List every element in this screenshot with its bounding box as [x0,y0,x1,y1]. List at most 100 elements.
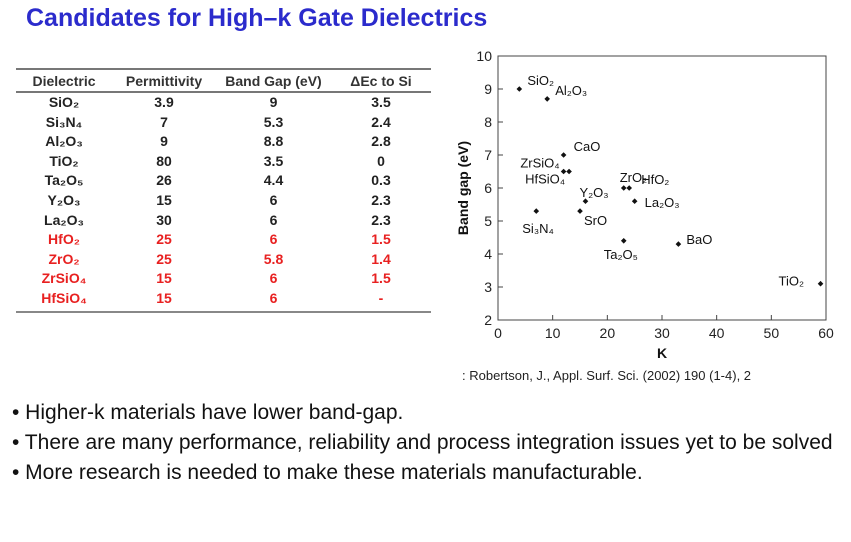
table-row: Al₂O₃ 9 8.8 2.8 [16,132,431,152]
data-point [516,86,523,92]
cell-permittivity: 15 [156,289,172,306]
table-row: Si₃N₄ 7 5.3 2.4 [16,113,431,133]
data-point [577,208,583,214]
cell-delta-ec: 1.4 [371,250,391,267]
y-tick-label: 4 [484,246,492,262]
data-point-label: La₂O₃ [645,195,680,210]
table-top-rule [16,68,431,70]
y-tick-label: 7 [484,147,492,163]
y-tick-label: 10 [476,48,492,64]
header-delta-ec: ΔEc to Si [350,73,412,89]
table-bottom-rule [16,310,431,313]
data-point [675,241,682,247]
cell-permittivity: 25 [156,250,172,267]
cell-dielectric: Al₂O₃ [45,133,83,150]
data-point-label: SrO [584,213,607,228]
cell-band-gap: 9 [269,94,278,110]
bullet-1: • Higher-k materials have lower band-gap… [12,401,404,424]
dielectric-table: Dielectric Permittivity Band Gap (eV) ΔE… [16,68,431,313]
y-tick-label: 6 [484,180,492,196]
data-point-label: BaO [686,232,712,247]
cell-permittivity: 25 [156,231,172,248]
table-row: Ta₂O₅ 26 4.4 0.3 [16,171,431,191]
cell-delta-ec: 0.3 [371,172,391,189]
cell-dielectric: Ta₂O₅ [44,172,84,189]
data-point-label: TiO₂ [779,274,805,289]
table-row: ZrO₂ 25 5.8 1.4 [16,250,431,270]
cell-permittivity: 80 [156,152,172,169]
cell-band-gap: 4.4 [263,172,284,189]
data-point [620,185,627,191]
y-tick-label: 8 [484,114,492,130]
table-row: HfO₂ 25 6 1.5 [16,230,431,250]
cell-permittivity: 26 [156,172,172,189]
cell-band-gap: 5.3 [263,113,284,130]
cell-delta-ec: 1.5 [371,231,391,248]
x-tick-label: 10 [545,325,561,341]
cell-permittivity: 30 [156,211,172,228]
header-band-gap: Band Gap (eV) [225,73,322,89]
cell-dielectric: La₂O₃ [44,211,84,228]
cell-band-gap: 3.5 [263,152,284,169]
data-point-label: Al₂O₃ [555,83,587,98]
cell-dielectric: TiO₂ [49,152,79,169]
bullet-3: • More research is needed to make these … [12,461,643,484]
cell-permittivity: 15 [156,270,172,287]
data-point [544,96,550,102]
table-row: SiO₂ 3.9 9 3.5 [16,93,431,113]
cell-dielectric: HfSiO₄ [41,289,87,306]
data-point [533,208,540,214]
cell-dielectric: Y₂O₃ [47,191,81,208]
data-point [566,168,572,175]
cell-band-gap: 6 [269,211,278,228]
cell-delta-ec: 2.3 [371,211,391,228]
cell-band-gap: 6 [269,191,278,208]
cell-band-gap: 6 [269,289,278,306]
data-point-label: CaO [574,139,601,154]
cell-band-gap: 8.8 [263,133,284,150]
x-tick-label: 50 [764,325,780,341]
cell-dielectric: Si₃N₄ [45,113,83,130]
cell-delta-ec: 3.5 [371,94,391,110]
data-point-label: ZrSiO₄ [520,156,559,171]
table-row: Y₂O₃ 15 6 2.3 [16,191,431,211]
cell-permittivity: 9 [160,133,168,150]
header-dielectric: Dielectric [32,73,96,89]
data-point-label: Ta₂O₅ [604,247,638,262]
citation: : Robertson, J., Appl. Surf. Sci. (2002)… [462,368,752,383]
data-point-label: SiO₂ [527,73,554,88]
data-point-label: ZrO₂ [620,170,647,185]
y-axis-label: Band gap (eV) [456,141,471,235]
x-tick-label: 40 [709,325,725,341]
x-tick-label: 60 [818,325,834,341]
table-body: SiO₂ 3.9 9 3.5 Si₃N₄ 7 5.3 2.4 Al₂O₃ 9 8.8 2.8 TiO₂ 8… [16,93,431,309]
data-point [560,168,567,175]
y-tick-label: 5 [484,213,492,229]
y-tick-label: 3 [484,279,492,295]
data-point [631,198,638,204]
cell-delta-ec: - [378,289,384,306]
cell-band-gap: 6 [269,231,278,248]
bullet-2: • There are many performance, reliabilit… [12,431,833,454]
slide-title: Candidates for High–k Gate Dielectrics [26,4,488,32]
table-row: HfSiO₄ 15 6 - [16,289,431,309]
cell-dielectric: ZrO₂ [48,250,80,267]
cell-permittivity: 15 [156,191,172,208]
cell-delta-ec: 2.3 [371,191,391,208]
cell-permittivity: 7 [160,113,168,130]
y-tick-label: 9 [484,81,492,97]
cell-delta-ec: 2.8 [371,133,391,150]
table-header: Dielectric Permittivity Band Gap (eV) ΔE… [16,70,431,89]
cell-permittivity: 3.9 [154,94,174,110]
x-tick-label: 20 [600,325,616,341]
cell-band-gap: 6 [269,270,278,287]
x-tick-label: 0 [494,325,502,341]
bullet-list: • Higher-k materials have lower band-gap… [12,398,842,488]
cell-dielectric: ZrSiO₄ [41,270,87,287]
cell-delta-ec: 0 [377,152,385,169]
cell-delta-ec: 2.4 [371,113,391,130]
x-tick-label: 30 [654,325,670,341]
data-point-label: Y₂O₃ [579,185,608,200]
table-header-rule [16,91,431,93]
data-point-label: HfO₂ [641,172,669,187]
